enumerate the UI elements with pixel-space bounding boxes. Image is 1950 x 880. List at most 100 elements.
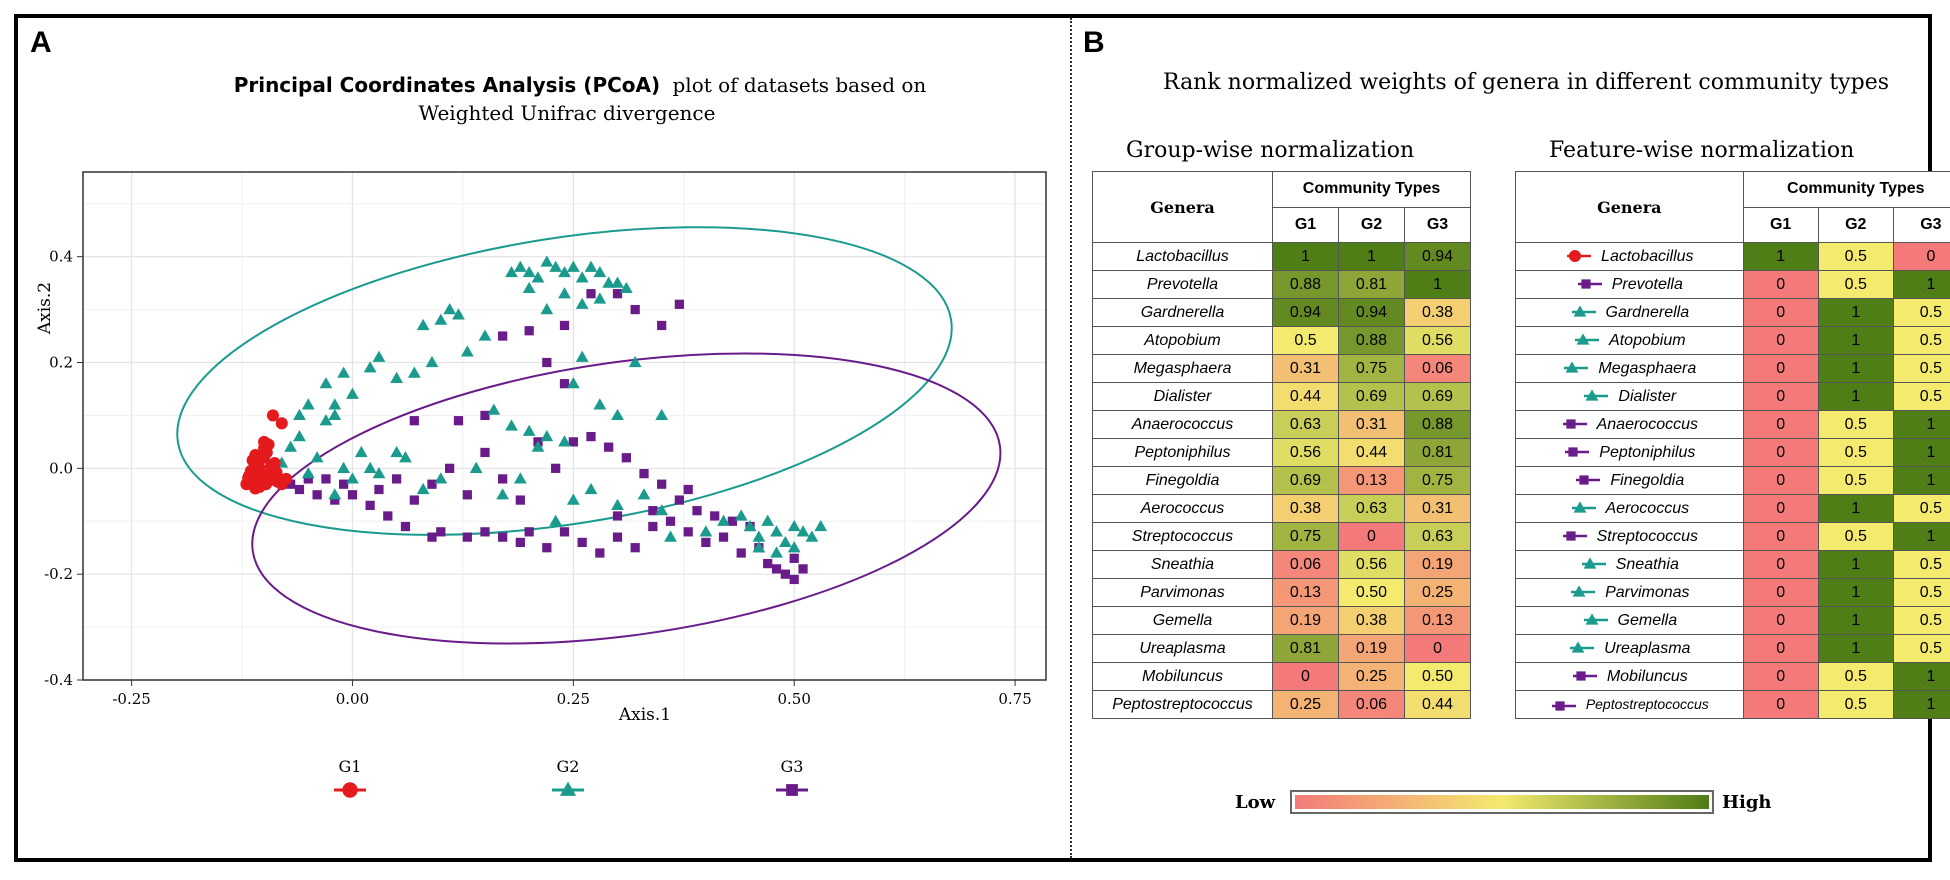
marker-shape	[1568, 250, 1582, 263]
genus-name: Mobiluncus	[1606, 667, 1688, 685]
heat-cell: 0.81	[1403, 438, 1472, 467]
g2-point	[390, 445, 404, 458]
g3-point	[657, 479, 667, 489]
g2-point	[558, 287, 571, 299]
genus-cell: Finegoldia	[1092, 466, 1273, 495]
column-header-g2: G2	[1338, 206, 1405, 243]
heat-cell: 0.56	[1272, 438, 1339, 467]
g2-point	[611, 276, 624, 288]
table-row: Atopobium 0 1 0.5	[1515, 326, 1950, 355]
column-header-g3: G3	[1892, 206, 1950, 243]
g2-point	[575, 271, 589, 283]
heat-cell: 1	[1892, 270, 1950, 299]
heat-cell: 0	[1742, 466, 1819, 495]
pcoa-title-bold: Principal Coordinates Analysis (PCoA)	[234, 73, 660, 97]
heat-cell: 0.5	[1892, 382, 1950, 411]
g3-point	[586, 431, 596, 442]
g3-point	[798, 564, 808, 574]
g2-point	[301, 398, 315, 410]
g2-point	[460, 345, 474, 357]
heat-cell: 0.94	[1272, 298, 1339, 327]
genus-cell: Prevotella	[1515, 270, 1744, 299]
plot-border	[82, 171, 1047, 681]
heat-cell: 1	[1892, 522, 1950, 551]
g2-point	[814, 519, 828, 532]
g3-point	[683, 484, 693, 495]
g3-point	[736, 548, 746, 558]
color-gradient	[1295, 795, 1709, 809]
g3-point	[498, 474, 508, 484]
g2-point	[752, 530, 766, 542]
x-tick-label: 0.25	[557, 690, 590, 708]
g2-point	[337, 461, 351, 473]
g2-point	[328, 488, 342, 500]
g2-point	[363, 361, 377, 373]
g2-point	[699, 525, 713, 537]
heat-cell: 0.50	[1403, 662, 1472, 691]
g3-point	[639, 469, 649, 479]
g3-point	[294, 484, 305, 495]
g2-point	[425, 355, 439, 368]
column-header-g2: G2	[1817, 206, 1894, 243]
g2-point	[293, 429, 306, 442]
heat-cell: 1	[1272, 242, 1339, 271]
g2-point	[354, 445, 368, 458]
g3-point	[577, 537, 587, 548]
g3-point	[789, 553, 799, 563]
heat-cell: 0.5	[1892, 326, 1950, 355]
legend-high-label: High	[1722, 792, 1772, 813]
table-row: Finegoldia 0.69 0.13 0.75	[1092, 466, 1472, 495]
genus-cell: Parvimonas	[1092, 578, 1273, 607]
g3-point	[480, 410, 490, 421]
group-marker-g3-icon	[1565, 447, 1590, 457]
g2-point	[487, 403, 501, 415]
heat-cell: 0	[1742, 606, 1819, 635]
g3-point	[683, 527, 693, 537]
genus-name: Atopobium	[1609, 331, 1686, 349]
genus-cell: Gemella	[1515, 606, 1744, 635]
g3-point	[515, 537, 525, 548]
g3-point	[312, 490, 322, 500]
g2-point	[734, 509, 748, 521]
g2-point	[593, 398, 607, 410]
genus-cell: Atopobium	[1092, 326, 1273, 355]
heat-cell: 0	[1272, 662, 1339, 691]
table-row: Prevotella 0.88 0.81 1	[1092, 270, 1472, 299]
g3-point	[612, 511, 623, 521]
g2-point	[593, 292, 607, 304]
g2-point	[787, 541, 801, 553]
heat-cell: 0.69	[1272, 466, 1339, 495]
x-tick-label: 0.00	[336, 690, 369, 708]
heat-cell: 0.88	[1338, 326, 1405, 355]
g2-point	[346, 387, 359, 399]
legend-label-g2: G2	[557, 757, 580, 776]
heat-cell: 0.5	[1817, 690, 1894, 719]
group-wise-title: Group-wise normalization	[1126, 138, 1415, 163]
g3-point	[771, 564, 782, 574]
g2-point	[575, 297, 589, 309]
g2-point	[284, 440, 297, 452]
g3-point	[524, 326, 534, 336]
heat-cell: 0	[1742, 662, 1819, 691]
heat-cell: 0.5	[1892, 634, 1950, 663]
table-row: Aerococcus 0.38 0.63 0.31	[1092, 494, 1472, 523]
heat-cell: 0	[1742, 326, 1819, 355]
g3-point	[383, 511, 393, 521]
g2-point	[743, 519, 757, 532]
g1-point	[268, 456, 281, 470]
g3-point	[498, 532, 508, 542]
heat-cell: 0	[1338, 522, 1405, 551]
genus-cell: Streptococcus	[1092, 522, 1273, 551]
g3-point	[374, 484, 384, 495]
heat-cell: 1	[1817, 382, 1894, 411]
g3-confidence-ellipse	[251, 352, 1002, 645]
table-row: Sneathia 0 1 0.5	[1515, 550, 1950, 579]
heat-cell: 0.75	[1272, 522, 1339, 551]
g1-point	[270, 466, 283, 479]
heat-cell: 0.56	[1338, 550, 1405, 579]
genus-name: Gardnerella	[1605, 303, 1690, 321]
genus-name: Lactobacillus	[1136, 247, 1229, 265]
group-marker-g2-icon	[1571, 501, 1596, 513]
genus-cell: Gemella	[1092, 606, 1273, 635]
g3-point	[727, 516, 737, 526]
